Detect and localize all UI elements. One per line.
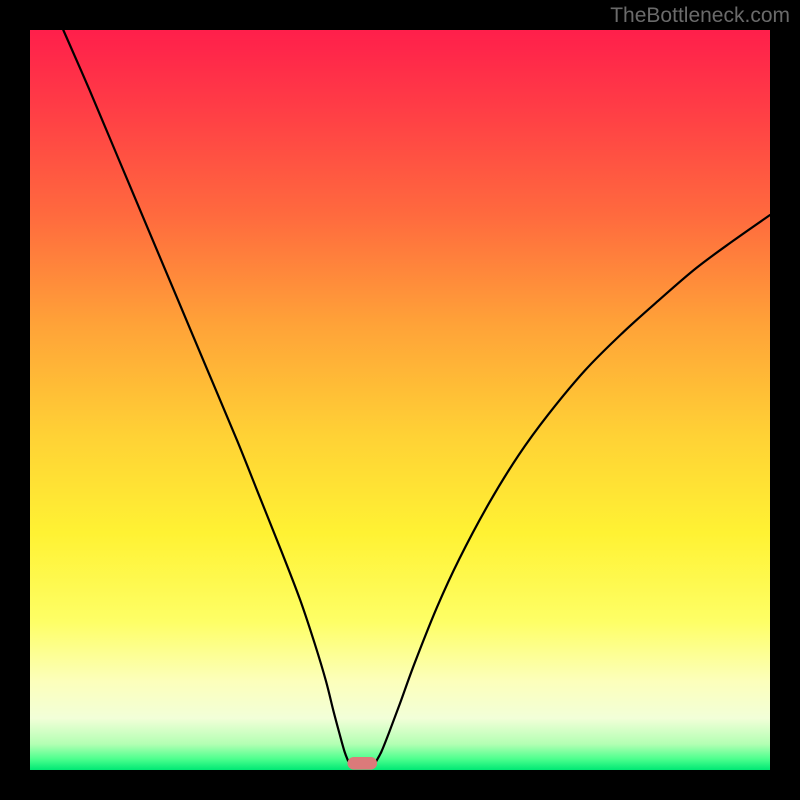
chart-wrapper: TheBottleneck.com (0, 0, 800, 800)
minimum-marker (347, 757, 377, 770)
bottleneck-chart: TheBottleneck.com (0, 0, 800, 800)
watermark-text: TheBottleneck.com (610, 4, 790, 27)
plot-background-gradient (30, 30, 770, 770)
